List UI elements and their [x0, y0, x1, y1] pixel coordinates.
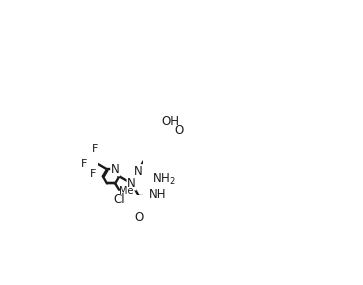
Text: N: N — [127, 177, 136, 190]
Text: Cl: Cl — [113, 193, 125, 206]
Text: N: N — [134, 165, 143, 178]
Text: Me: Me — [119, 186, 134, 196]
Text: F: F — [89, 169, 96, 179]
Text: NH$_2$: NH$_2$ — [152, 172, 176, 188]
Text: N: N — [111, 163, 119, 176]
Text: O: O — [134, 211, 143, 223]
Text: F: F — [91, 144, 98, 154]
Text: O: O — [175, 124, 184, 137]
Text: F: F — [81, 158, 87, 169]
Text: OH: OH — [161, 115, 179, 128]
Text: NH: NH — [149, 188, 167, 201]
